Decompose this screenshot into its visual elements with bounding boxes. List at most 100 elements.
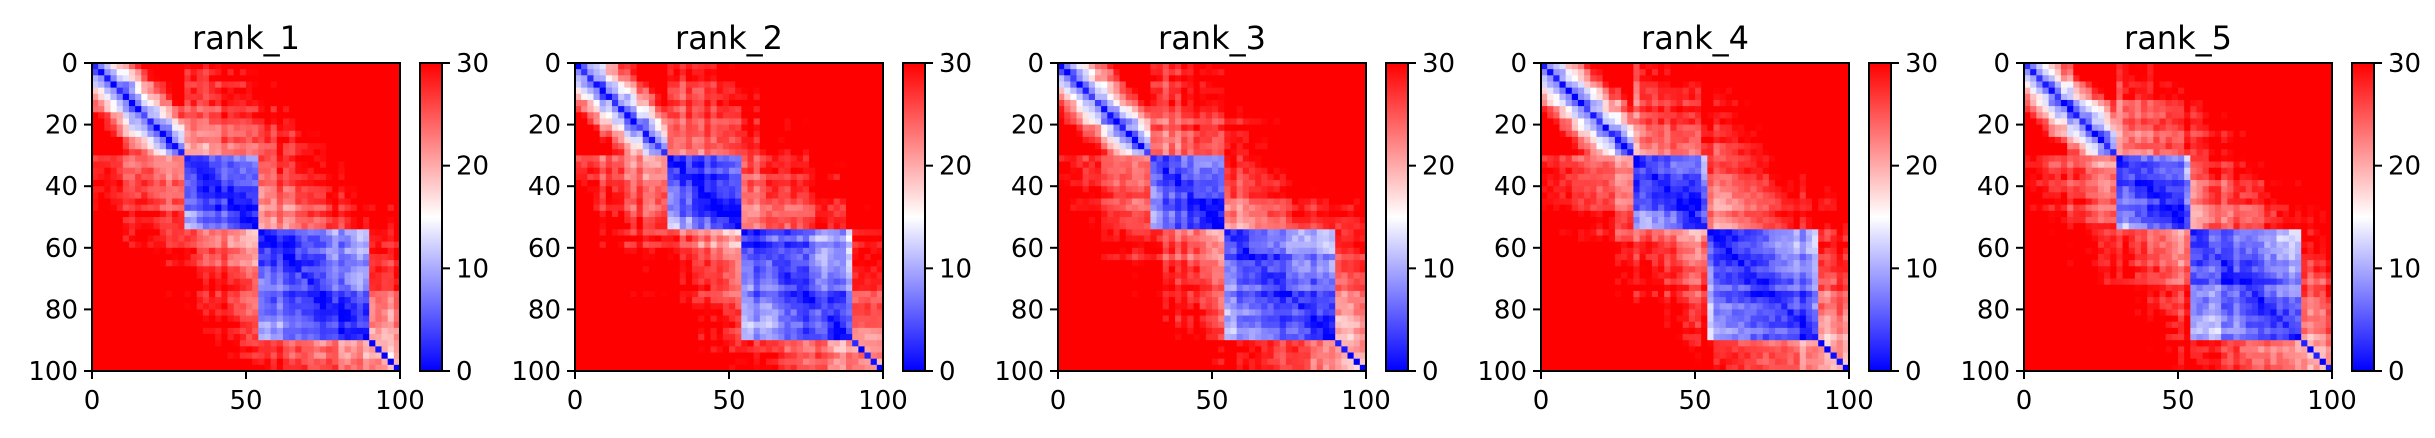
heatmap-cell xyxy=(184,149,192,156)
heatmap-cell xyxy=(227,364,235,372)
heatmap-cell xyxy=(196,87,204,95)
heatmap-cell xyxy=(313,290,321,298)
heatmap-cell xyxy=(239,297,247,304)
heatmap-cell xyxy=(141,192,149,200)
heatmap-cell xyxy=(605,235,613,243)
heatmap-cell xyxy=(729,278,736,286)
heatmap-cell xyxy=(215,235,222,243)
heatmap-cell xyxy=(147,81,155,89)
heatmap-cell xyxy=(581,87,588,95)
heatmap-cell xyxy=(581,93,588,101)
heatmap-cell xyxy=(344,136,352,144)
heatmap-cell xyxy=(369,247,376,255)
heatmap-cell xyxy=(704,284,712,292)
heatmap-cell xyxy=(98,106,105,113)
heatmap-cell xyxy=(679,346,687,354)
heatmap-cell xyxy=(846,241,853,249)
heatmap-cell xyxy=(833,192,841,200)
heatmap-cell xyxy=(153,284,161,292)
heatmap-cell xyxy=(227,315,235,323)
heatmap-cell xyxy=(784,192,792,200)
heatmap-cell xyxy=(759,260,767,267)
heatmap-cell xyxy=(753,99,761,107)
heatmap-cell xyxy=(282,173,290,181)
heatmap-cell xyxy=(295,124,303,132)
heatmap-cell xyxy=(332,180,339,187)
heatmap-cell xyxy=(295,278,303,286)
heatmap-cell xyxy=(190,210,198,218)
heatmap-cell xyxy=(172,321,179,329)
heatmap-cell xyxy=(104,223,112,230)
heatmap-cell xyxy=(599,173,607,181)
heatmap-cell xyxy=(710,266,718,274)
heatmap-cell xyxy=(624,290,632,298)
heatmap-cell xyxy=(252,309,259,317)
heatmap-cell xyxy=(827,278,835,286)
heatmap-cell xyxy=(821,352,829,360)
heatmap-cell xyxy=(618,167,625,175)
heatmap-cell xyxy=(876,290,884,298)
heatmap-cell xyxy=(387,315,395,323)
heatmap-cell xyxy=(332,217,339,224)
heatmap-cell xyxy=(704,204,712,212)
heatmap-cell xyxy=(190,247,198,255)
heatmap-cell xyxy=(295,364,303,372)
heatmap-cell xyxy=(209,69,216,76)
heatmap-cell xyxy=(356,334,364,341)
heatmap-cell xyxy=(98,130,105,138)
heatmap-cell xyxy=(153,303,161,310)
heatmap-cell xyxy=(147,321,155,329)
heatmap-cell xyxy=(784,173,792,181)
heatmap-cell xyxy=(784,161,792,169)
heatmap-cell xyxy=(128,180,136,187)
heatmap-cell xyxy=(295,241,303,249)
heatmap-cell xyxy=(363,112,370,120)
heatmap-cell xyxy=(630,173,638,181)
heatmap-cell xyxy=(190,167,198,175)
heatmap-cell xyxy=(692,149,699,156)
heatmap-cell xyxy=(215,334,222,341)
heatmap-cell xyxy=(802,192,810,200)
heatmap-cell xyxy=(747,253,755,261)
heatmap-cell xyxy=(202,118,210,126)
heatmap-cell xyxy=(344,99,352,107)
heatmap-cell xyxy=(852,173,859,181)
heatmap-cell xyxy=(618,241,625,249)
heatmap-cell xyxy=(759,173,767,181)
heatmap-cell xyxy=(196,143,204,150)
heatmap-cell xyxy=(821,247,829,255)
heatmap-cell xyxy=(593,266,601,274)
heatmap-cell xyxy=(796,247,804,255)
heatmap-cell xyxy=(313,198,321,206)
heatmap-cell xyxy=(704,253,712,261)
heatmap-cell xyxy=(326,69,333,76)
heatmap-cell xyxy=(196,112,204,120)
heatmap-cell xyxy=(221,334,229,341)
heatmap-cell xyxy=(747,186,755,193)
heatmap-cell xyxy=(356,167,364,175)
heatmap-cell xyxy=(276,229,284,237)
heatmap-cell xyxy=(846,167,853,175)
heatmap-cell xyxy=(369,186,376,193)
heatmap-cell xyxy=(667,118,675,126)
heatmap-cell xyxy=(135,161,142,169)
heatmap-cell xyxy=(692,87,699,95)
heatmap-cell xyxy=(393,284,401,292)
heatmap-cell xyxy=(301,235,309,243)
heatmap-cell xyxy=(363,358,370,366)
heatmap-cell xyxy=(326,106,333,113)
heatmap-cell xyxy=(661,63,668,70)
heatmap-cell xyxy=(350,315,358,323)
heatmap-cell xyxy=(630,241,638,249)
heatmap-cell xyxy=(110,81,118,89)
heatmap-cell xyxy=(165,327,173,335)
heatmap-cell xyxy=(858,284,866,292)
heatmap-cell xyxy=(648,247,656,255)
heatmap-cell xyxy=(98,124,105,132)
heatmap-cell xyxy=(741,149,749,156)
heatmap-cell xyxy=(116,309,124,317)
heatmap-cell xyxy=(852,130,859,138)
heatmap-cell xyxy=(827,247,835,255)
heatmap-cell xyxy=(642,93,650,101)
heatmap-cell xyxy=(221,358,229,366)
